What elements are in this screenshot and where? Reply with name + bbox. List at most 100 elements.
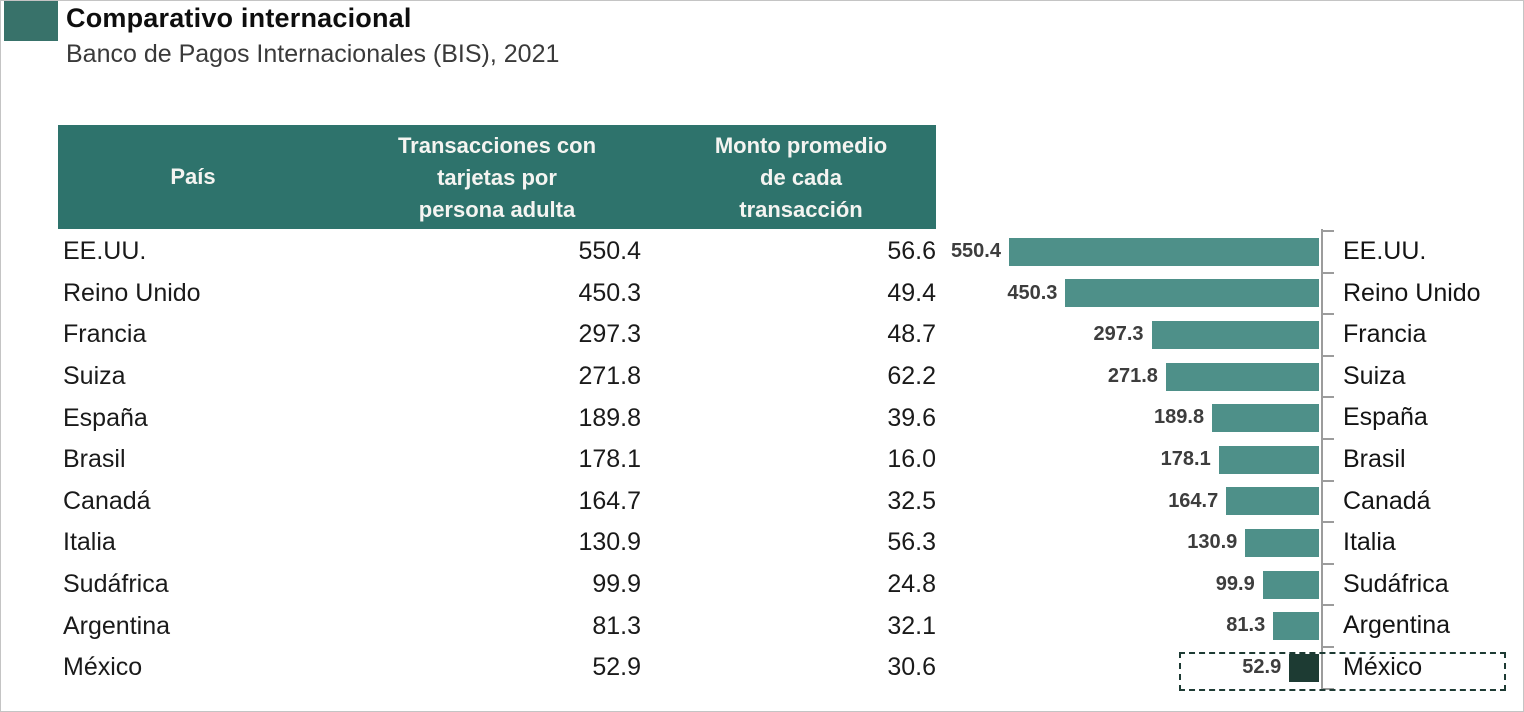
table-cell-country: Sudáfrica <box>63 570 169 599</box>
table-cell-country: Reino Unido <box>63 278 201 307</box>
bar-category-label: Brasil <box>1343 444 1406 473</box>
bar <box>1289 653 1319 682</box>
table-row: España 189.8 39.6 <box>58 397 936 439</box>
axis-tick <box>1321 313 1334 316</box>
bar-category-label: Francia <box>1343 320 1427 349</box>
table-cell-country: México <box>63 653 143 682</box>
bar <box>1212 404 1319 433</box>
table-cell-country: Francia <box>63 320 147 349</box>
axis-tick <box>1321 562 1334 565</box>
column-header-monto: Monto promedio de cada transacción <box>714 133 888 222</box>
chart-row: 130.9 Italia <box>951 522 1524 564</box>
chart-row: 450.3 Reino Unido <box>951 273 1524 315</box>
axis-tick <box>1321 396 1334 399</box>
bar <box>1262 570 1319 599</box>
bar-category-label: Reino Unido <box>1343 278 1481 307</box>
chart-row: 189.8 España <box>951 397 1524 439</box>
bar-value-label: 189.8 <box>1154 406 1205 429</box>
bar-value-label: 164.7 <box>1168 489 1219 512</box>
bar-value-label: 99.9 <box>1215 572 1255 595</box>
table-cell-avg-amount: 24.8 <box>887 570 936 599</box>
table-row: México 52.9 30.6 <box>58 647 936 689</box>
table-cell-country: España <box>63 403 148 432</box>
bar-category-label: Italia <box>1343 528 1396 557</box>
table-cell-country: Italia <box>63 528 116 557</box>
table-row: Reino Unido 450.3 49.4 <box>58 273 936 315</box>
table-row: Italia 130.9 56.3 <box>58 522 936 564</box>
bar <box>1273 612 1319 641</box>
chart-row: 271.8 Suiza <box>951 356 1524 398</box>
chart-row: 550.4 EE.UU. <box>951 231 1524 273</box>
table-row: Francia 297.3 48.7 <box>58 314 936 356</box>
bar-value-label: 550.4 <box>950 240 1001 262</box>
bar <box>1151 320 1319 349</box>
bar-category-label: EE.UU. <box>1343 237 1427 265</box>
table-cell-country: Argentina <box>63 611 171 640</box>
bar-value-label: 271.8 <box>1107 364 1158 387</box>
table-body: EE.UU. 550.4 56.6 Reino Unido 450.3 49.4… <box>58 231 936 689</box>
table-row: Sudáfrica 99.9 24.8 <box>58 564 936 606</box>
bar <box>1065 279 1319 308</box>
table-cell-country: Brasil <box>63 445 126 474</box>
table-cell-transactions: 297.3 <box>578 320 641 349</box>
bar <box>1226 487 1319 516</box>
table-cell-transactions: 164.7 <box>578 486 641 515</box>
bar-value-label: 297.3 <box>1093 323 1144 346</box>
table-cell-transactions: 450.3 <box>578 278 641 307</box>
table-row: Suiza 271.8 62.2 <box>58 356 936 398</box>
axis-tick <box>1321 479 1334 482</box>
table-cell-country: EE.UU. <box>63 237 147 266</box>
bar-value-label: 178.1 <box>1160 447 1211 470</box>
bar <box>1245 528 1319 557</box>
table-header-row: País Transacciones con tarjetas por pers… <box>58 125 936 229</box>
table-cell-transactions: 81.3 <box>592 611 641 640</box>
chart-row: 164.7 Canadá <box>951 481 1524 523</box>
bar <box>1218 445 1319 474</box>
table-cell-transactions: 130.9 <box>578 528 641 557</box>
table-cell-transactions: 271.8 <box>578 362 641 391</box>
chart-row: 99.9 Sudáfrica <box>951 564 1524 606</box>
table-row: Argentina 81.3 32.1 <box>58 605 936 647</box>
table-row: Brasil 178.1 16.0 <box>58 439 936 481</box>
table-row: EE.UU. 550.4 56.6 <box>58 231 936 273</box>
table-cell-avg-amount: 16.0 <box>887 445 936 474</box>
table-cell-avg-amount: 32.1 <box>887 611 936 640</box>
axis-tick <box>1321 646 1334 648</box>
axis-tick <box>1321 271 1334 274</box>
axis-tick <box>1321 230 1334 232</box>
axis-tick <box>1321 354 1334 357</box>
axis-tick <box>1321 438 1334 440</box>
table-cell-transactions: 550.4 <box>578 237 641 266</box>
bar-category-label: Canadá <box>1343 486 1431 515</box>
bar-category-label: Sudáfrica <box>1343 569 1449 598</box>
table-row: Canadá 164.7 32.5 <box>58 481 936 523</box>
column-header-pais: País <box>170 164 216 189</box>
chart-row: 178.1 Brasil <box>951 439 1524 481</box>
table-cell-avg-amount: 49.4 <box>887 278 936 307</box>
bar <box>1009 237 1319 266</box>
bar-category-label: México <box>1343 652 1423 681</box>
table-cell-avg-amount: 48.7 <box>887 320 936 349</box>
bar-value-label: 52.9 <box>1242 655 1282 678</box>
table-cell-avg-amount: 56.6 <box>887 237 936 266</box>
table-cell-transactions: 178.1 <box>578 445 641 474</box>
axis-tick <box>1321 604 1334 607</box>
bar-category-label: Suiza <box>1343 361 1406 390</box>
axis-tick <box>1321 687 1334 690</box>
table-cell-transactions: 52.9 <box>592 653 641 682</box>
table-cell-avg-amount: 56.3 <box>887 528 936 557</box>
table-cell-country: Suiza <box>63 362 126 391</box>
chart-rows: 550.4 EE.UU. 450.3 Reino Unido 297.3 Fra… <box>951 231 1524 689</box>
bar-value-label: 130.9 <box>1187 531 1238 554</box>
figure-title: Comparativo internacional <box>66 3 412 33</box>
bar-value-label: 450.3 <box>1007 281 1058 304</box>
column-header-transacciones: Transacciones con tarjetas por persona a… <box>397 133 597 222</box>
table-cell-avg-amount: 32.5 <box>887 486 936 515</box>
chart-row: 297.3 Francia <box>951 314 1524 356</box>
table-cell-transactions: 99.9 <box>592 570 641 599</box>
chart-axis-line <box>1321 229 1323 689</box>
accent-square <box>4 1 58 41</box>
axis-tick <box>1321 521 1334 524</box>
chart-row: 81.3 Argentina <box>951 605 1524 647</box>
